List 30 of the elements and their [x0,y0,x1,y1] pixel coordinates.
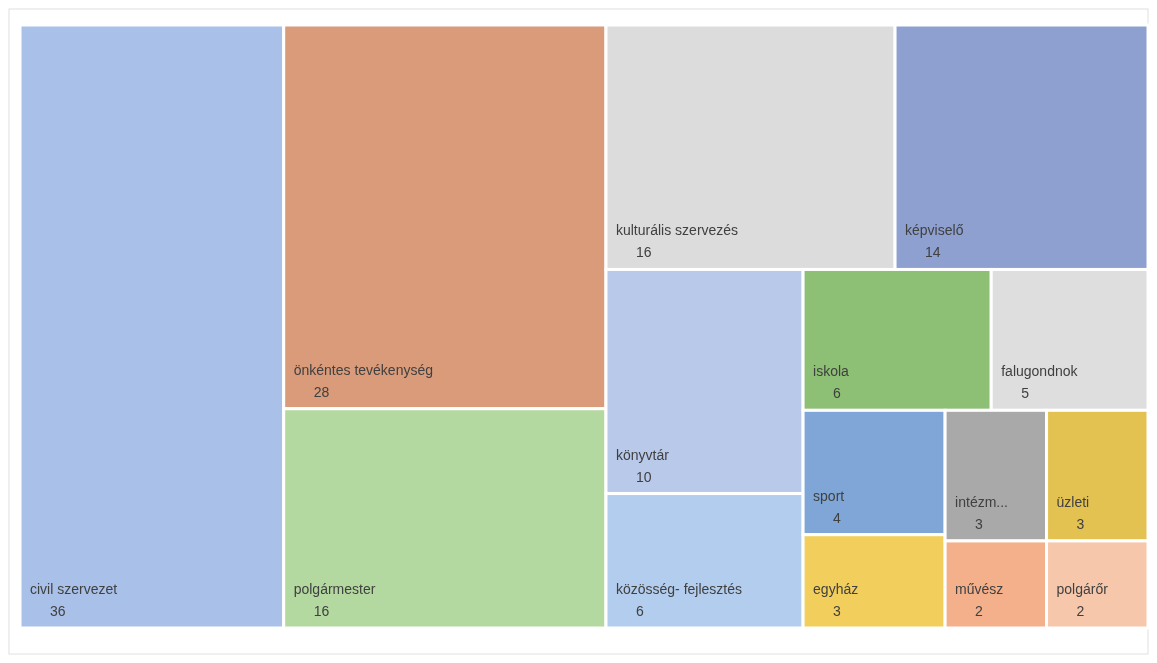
category-label: egyház [813,581,859,597]
data-label: 5 [1021,385,1030,402]
category-label: iskola [813,363,850,380]
category-label: polgárőr [1056,581,1109,597]
category-label: civil szervezet [30,581,118,597]
data-label: 14 [925,244,941,261]
category-label: falugondnok [1001,363,1079,380]
category-label: sport [813,487,845,504]
category-label: polgármester [293,581,376,597]
data-label: 3 [1076,515,1085,532]
category-label: intézm... [955,493,1009,510]
data-label: 2 [1076,603,1085,619]
category-label: kulturális szervezés [615,222,739,239]
category-label: önkéntes tevékenység [293,361,434,378]
category-label: művész [955,581,1004,597]
data-label: 36 [50,603,66,619]
data-label: 4 [833,509,842,526]
category-label: közösség- fejlesztés [615,581,743,597]
data-label: 6 [833,385,842,402]
data-label: 10 [635,468,652,485]
category-label: üzleti [1056,493,1090,510]
data-label: 16 [313,603,330,619]
data-label: 16 [635,244,652,261]
data-label: 3 [833,603,842,619]
data-label: 6 [635,603,644,619]
data-label: 3 [975,515,984,532]
data-label: 28 [313,383,330,400]
category-label: könyvtár [615,446,670,463]
data-label: 2 [975,603,984,619]
category-label: képviselő [905,222,964,239]
